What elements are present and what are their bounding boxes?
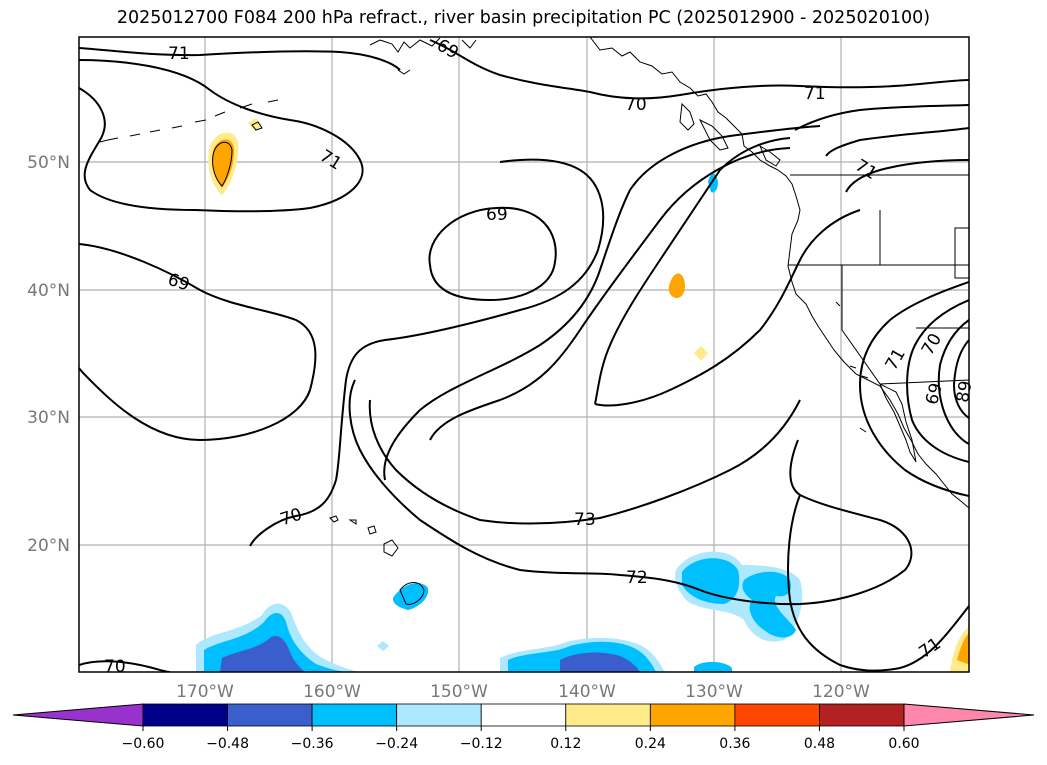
colorbar-cell <box>480 703 567 727</box>
contour-label: 71 <box>316 146 345 174</box>
colorbar-tick-label: −0.36 <box>291 736 334 752</box>
colorbar-tick-label: −0.60 <box>122 736 165 752</box>
shade-blue-pacific-mid-2 <box>742 571 796 638</box>
contour-label: 71 <box>882 345 910 374</box>
refractivity-contours <box>79 39 969 672</box>
lat-label-30n: 30°N <box>27 408 70 428</box>
precip-shading <box>196 118 969 672</box>
lat-label-40n: 40°N <box>27 281 70 301</box>
contour-label: 72 <box>626 568 648 588</box>
longitude-labels: 170°W 160°W 150°W 140°W 130°W 120°W <box>176 682 870 702</box>
shade-blue-pacific-mid <box>682 558 740 604</box>
shade-yellow-offshore <box>668 273 685 298</box>
contour-label: 70 <box>278 504 305 530</box>
colorbar-tick-label: −0.24 <box>375 736 418 752</box>
contour-label: 71 <box>851 156 880 184</box>
colorbar-tick-label: 0.48 <box>804 736 835 752</box>
colorbar-cell <box>142 703 228 727</box>
contour-label: 70 <box>104 657 126 677</box>
coastlines <box>99 37 969 605</box>
contour-label: 69 <box>486 205 508 225</box>
lat-label-20n: 20°N <box>27 536 70 556</box>
contour-label: 69 <box>165 270 192 296</box>
colorbar-tick-label: 0.12 <box>550 736 581 752</box>
contour-labels: 71 69 70 71 71 71 69 69 71 70 69 89 70 7… <box>104 35 976 677</box>
shade-blue-west-strong <box>220 635 305 672</box>
shade-blue-south-strong <box>560 652 640 672</box>
lon-label-150w: 150°W <box>430 682 488 702</box>
contour-label: 69 <box>922 381 947 407</box>
latitude-labels: 50°N 40°N 30°N 20°N <box>27 153 70 556</box>
lon-label-140w: 140°W <box>558 682 616 702</box>
shade-yellow-small-2 <box>694 346 708 361</box>
contour-label: 69 <box>433 35 462 63</box>
colorbar-tick-label: 0.36 <box>719 736 750 752</box>
shade-orange-baja-core <box>957 632 969 665</box>
map-title: 2025012700 F084 200 hPa refract., river … <box>116 8 931 28</box>
shade-orange-aleutian-core <box>212 139 235 188</box>
colorbar-tick-label: −0.48 <box>206 736 249 752</box>
colorbar-cell <box>227 703 313 727</box>
colorbar-cell <box>649 703 736 727</box>
contour-label: 70 <box>625 95 647 115</box>
shade-blue-south-east <box>694 661 732 672</box>
contour-label: 89 <box>953 379 976 404</box>
contour-label: 71 <box>804 84 826 104</box>
contour-label: 73 <box>574 510 596 530</box>
colorbar: −0.60 −0.48 −0.36 −0.24 −0.12 0.12 0.24 0.36 0.4… <box>12 703 1035 752</box>
colorbar-tick-label: −0.12 <box>460 736 503 752</box>
shade-yellow-small-1 <box>248 118 262 131</box>
colorbar-cell <box>565 703 651 727</box>
colorbar-cell <box>311 703 398 727</box>
colorbar-cell <box>819 703 905 727</box>
map-frame <box>78 36 970 673</box>
colorbar-tick-label: 0.24 <box>635 736 666 752</box>
lon-label-120w: 120°W <box>812 682 870 702</box>
contour-label: 71 <box>168 44 190 64</box>
lon-label-160w: 160°W <box>303 682 361 702</box>
shade-blue-small <box>377 641 389 651</box>
lon-label-130w: 130°W <box>685 682 743 702</box>
gridlines <box>79 37 969 672</box>
lon-label-170w: 170°W <box>176 682 234 702</box>
colorbar-extend-high <box>903 703 1035 727</box>
shade-blue-hawaii-east <box>392 583 429 610</box>
colorbar-cell <box>734 703 820 727</box>
colorbar-tick-label: 0.60 <box>888 736 919 752</box>
lat-label-50n: 50°N <box>27 153 70 173</box>
colorbar-extend-low <box>12 703 144 727</box>
colorbar-cell <box>396 703 482 727</box>
